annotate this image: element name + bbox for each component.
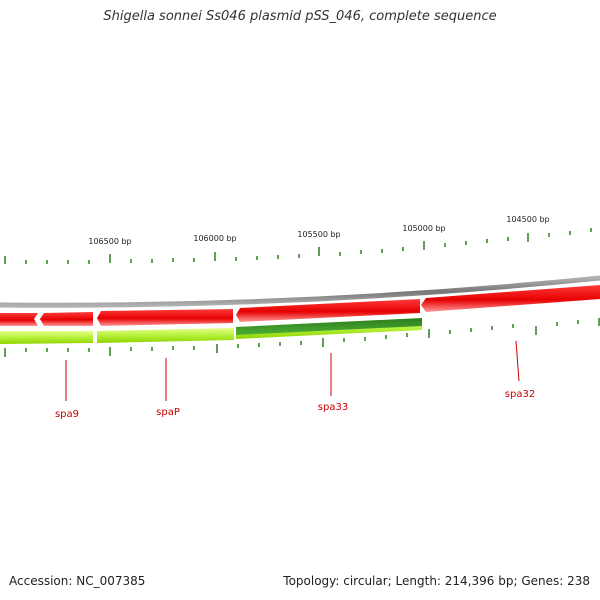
scale-label: 104500 bp <box>506 215 549 224</box>
gene-label-spaP: spaP <box>156 407 180 418</box>
reverse-gene-arrow <box>236 318 422 335</box>
gene-label-spa32: spa32 <box>505 389 535 400</box>
reverse-strand-track <box>0 318 422 344</box>
forward-strand-track <box>0 285 600 326</box>
topology-summary: Topology: circular; Length: 214,396 bp; … <box>283 574 590 588</box>
reverse-segment <box>0 331 93 344</box>
scale-label: 106500 bp <box>88 237 131 246</box>
backbone-arc <box>0 275 600 308</box>
pointer-spa32 <box>515 340 520 382</box>
map-title: Shigella sonnei Ss046 plasmid pSS_046, c… <box>103 9 497 24</box>
scale-label: 106000 bp <box>193 234 236 243</box>
lower-tick-row <box>4 318 600 357</box>
accession-label: Accession: NC_007385 <box>9 574 146 588</box>
upper-tick-row <box>4 228 592 264</box>
gene-arrow-mid <box>236 299 420 322</box>
gene-arrow-spa9 <box>0 313 38 326</box>
reverse-segment <box>97 328 234 343</box>
gene-label-spa33: spa33 <box>318 402 348 413</box>
gene-arrow-spa32 <box>421 285 600 312</box>
scale-label: 105500 bp <box>297 230 340 239</box>
gene-arrow-spa33-fwd <box>97 309 233 326</box>
gene-pointer-lines <box>65 340 520 401</box>
scale-label: 105000 bp <box>402 224 445 233</box>
gene-arrow-spaP <box>40 312 93 326</box>
gene-label-spa9: spa9 <box>55 409 79 420</box>
